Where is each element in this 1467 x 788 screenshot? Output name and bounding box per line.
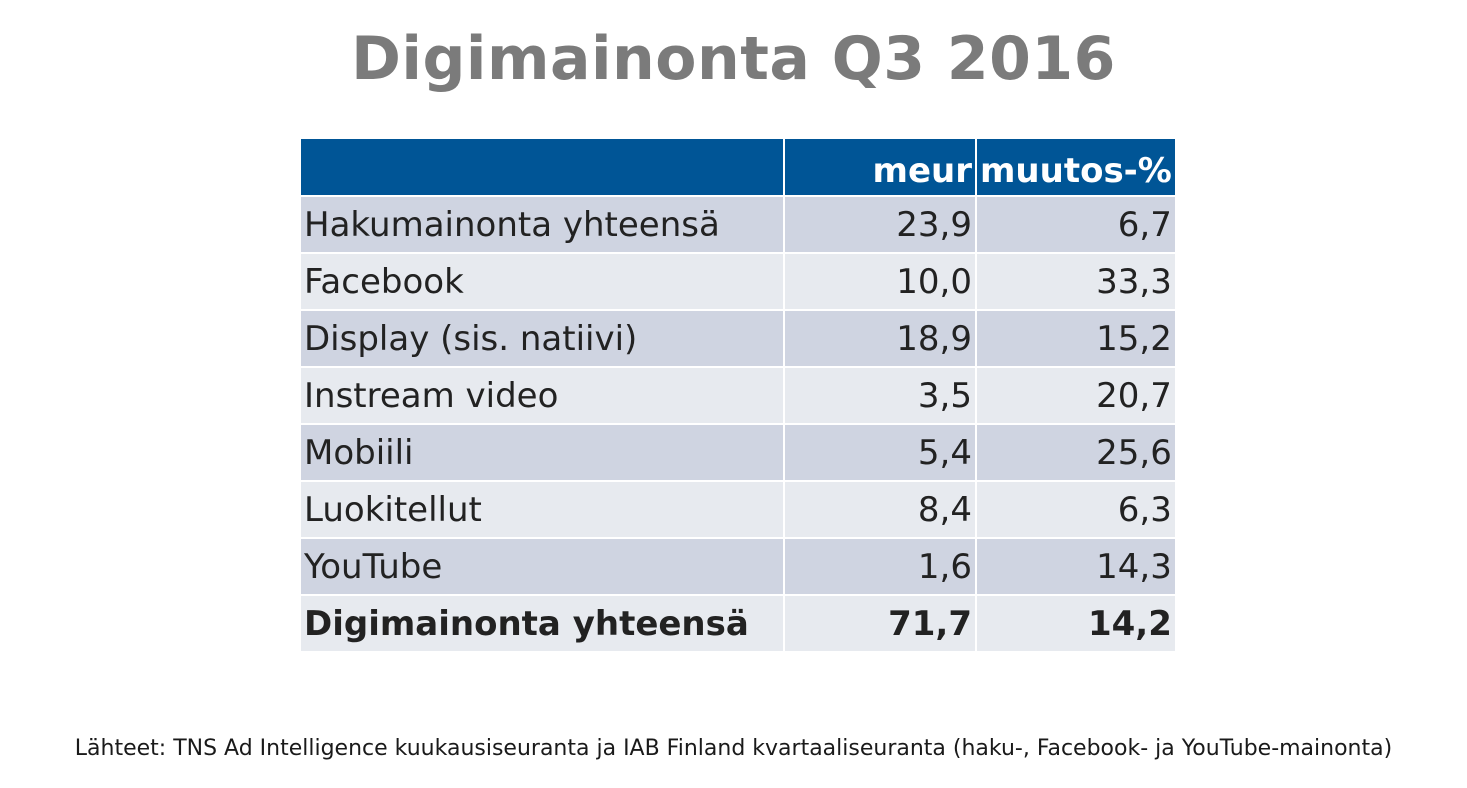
table-row: YouTube 1,6 14,3 [299, 537, 1177, 596]
row-meur-value: 10,0 [783, 252, 977, 311]
total-meur-value: 71,7 [783, 594, 977, 653]
table-row: Facebook 10,0 33,3 [299, 252, 1177, 311]
row-meur-value: 8,4 [783, 480, 977, 539]
row-label: Luokitellut [299, 480, 785, 539]
table-row: Luokitellut 8,4 6,3 [299, 480, 1177, 539]
row-label: Instream video [299, 366, 785, 425]
row-change-value: 20,7 [975, 366, 1177, 425]
total-change-value: 14,2 [975, 594, 1177, 653]
page-title: Digimainonta Q3 2016 [351, 24, 1116, 94]
total-row: Digimainonta yhteensä 71,7 14,2 [299, 594, 1177, 653]
row-change-value: 25,6 [975, 423, 1177, 482]
row-change-value: 15,2 [975, 309, 1177, 368]
row-label: Facebook [299, 252, 785, 311]
row-label: YouTube [299, 537, 785, 596]
column-header-meur: meur [783, 137, 977, 197]
row-change-value: 14,3 [975, 537, 1177, 596]
table-header-row: meur muutos-% [299, 137, 1177, 197]
row-label: Mobiili [299, 423, 785, 482]
row-meur-value: 23,9 [783, 195, 977, 254]
row-label: Display (sis. natiivi) [299, 309, 785, 368]
column-header-change: muutos-% [975, 137, 1177, 197]
table-row: Instream video 3,5 20,7 [299, 366, 1177, 425]
source-note: Lähteet: TNS Ad Intelligence kuukausiseu… [74, 736, 1393, 761]
table-row: Hakumainonta yhteensä 23,9 6,7 [299, 195, 1177, 254]
row-change-value: 33,3 [975, 252, 1177, 311]
row-meur-value: 5,4 [783, 423, 977, 482]
column-header-label [299, 137, 785, 197]
row-meur-value: 3,5 [783, 366, 977, 425]
total-label: Digimainonta yhteensä [299, 594, 785, 653]
row-meur-value: 18,9 [783, 309, 977, 368]
data-table: meur muutos-% Hakumainonta yhteensä 23,9… [299, 137, 1177, 653]
row-change-value: 6,7 [975, 195, 1177, 254]
table-row: Display (sis. natiivi) 18,9 15,2 [299, 309, 1177, 368]
row-meur-value: 1,6 [783, 537, 977, 596]
table-row: Mobiili 5,4 25,6 [299, 423, 1177, 482]
row-label: Hakumainonta yhteensä [299, 195, 785, 254]
row-change-value: 6,3 [975, 480, 1177, 539]
